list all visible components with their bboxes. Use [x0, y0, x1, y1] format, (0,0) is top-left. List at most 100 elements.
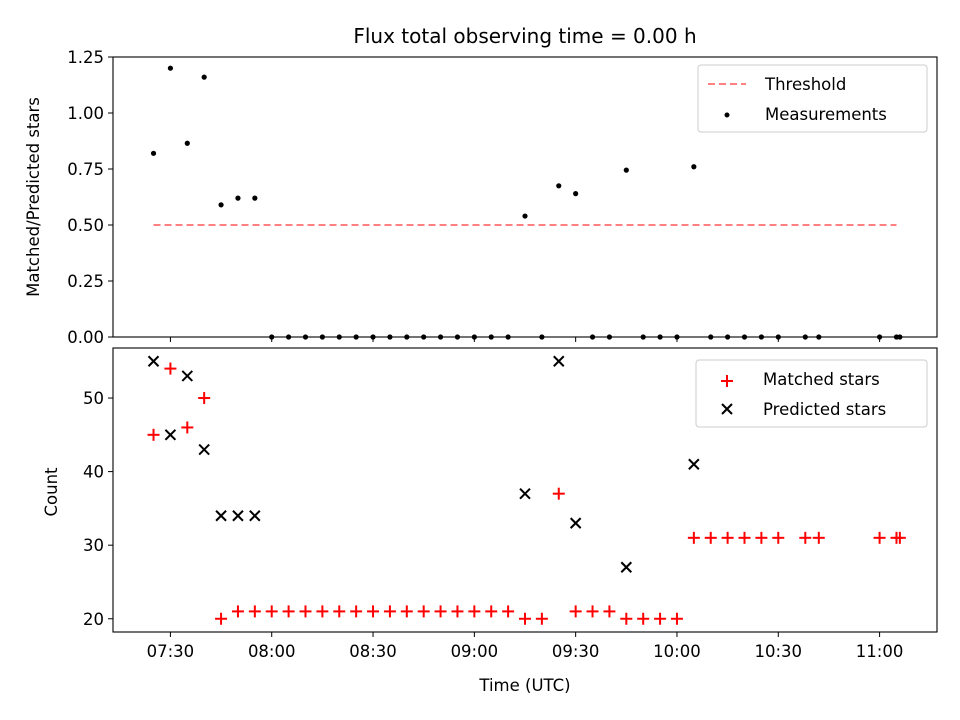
bottom-x-tick-label: 09:00: [451, 642, 499, 661]
bottom-x-tick-label: 10:30: [754, 642, 802, 661]
matched-star-point: [198, 392, 211, 405]
matched-stars-points: [147, 362, 906, 625]
matched-star-point: [417, 605, 430, 618]
matched-star-point: [738, 531, 751, 544]
matched-star-point: [282, 605, 295, 618]
matched-star-point: [316, 605, 329, 618]
bottom-x-axis-label: Time (UTC): [478, 676, 570, 695]
bottom-x-tick-label: 10:00: [653, 642, 701, 661]
top-y-tick-label: 0.75: [67, 160, 104, 179]
matched-star-point: [603, 605, 616, 618]
matched-star-point: [552, 487, 565, 500]
matched-star-point: [654, 612, 667, 625]
matched-star-point: [502, 605, 515, 618]
predicted-star-point: [181, 370, 194, 382]
top-chart-title: Flux total observing time = 0.00 h: [353, 24, 696, 48]
legend-measurements-label: Measurements: [765, 105, 887, 124]
measurement-point: [252, 195, 258, 201]
predicted-star-point: [215, 510, 227, 522]
matched-star-point: [799, 531, 812, 544]
matched-star-point: [873, 531, 886, 544]
bottom-legend: Matched stars Predicted stars: [695, 359, 928, 428]
predicted-star-point: [232, 510, 244, 522]
measurement-point: [150, 150, 157, 156]
matched-star-point: [755, 531, 768, 544]
matched-star-point: [704, 531, 717, 544]
predicted-star-point: [553, 355, 565, 367]
top-legend-box: [697, 64, 928, 133]
top-y-tick-label: 0.50: [67, 216, 104, 235]
legend-predicted-label: Predicted stars: [763, 400, 886, 419]
matched-star-point: [569, 605, 582, 618]
legend-matched-marker: [721, 375, 733, 387]
top-y-tick-label: 0.25: [67, 272, 104, 291]
predicted-star-point: [164, 429, 177, 441]
bottom-y-tick-label: 50: [83, 389, 104, 408]
predicted-star-point: [249, 510, 261, 522]
matched-star-point: [468, 605, 481, 618]
bottom-x-tick-label: 08:30: [349, 642, 397, 661]
matched-star-point: [519, 612, 531, 625]
measurement-point: [201, 74, 207, 80]
bottom-y-axis-label: Count: [42, 467, 61, 517]
measurement-point: [184, 140, 190, 146]
bottom-y-ticks: 20 30 40 50: [83, 389, 113, 629]
matched-star-point: [231, 605, 244, 618]
matched-star-point: [772, 531, 785, 544]
bottom-legend-box: [695, 359, 928, 428]
predicted-star-point: [519, 487, 531, 500]
bottom-plot-frame: [112, 347, 938, 633]
measurements-points: [150, 65, 903, 340]
matched-star-point: [812, 531, 825, 544]
matched-star-point: [333, 605, 346, 618]
top-y-tick-label: 1.00: [67, 104, 104, 123]
matched-star-point: [147, 428, 160, 441]
matched-star-point: [367, 605, 380, 618]
top-plot-frame: [112, 56, 938, 338]
measurement-point: [167, 65, 174, 71]
matched-star-point: [451, 605, 464, 618]
matched-star-point: [620, 612, 633, 625]
predicted-star-point: [688, 458, 700, 470]
matched-star-point: [248, 605, 261, 618]
matched-star-point: [535, 612, 548, 625]
matched-star-point: [350, 605, 363, 618]
matched-star-point: [687, 531, 700, 544]
predicted-star-point: [569, 517, 582, 529]
measurement-point: [691, 164, 697, 170]
bottom-x-ticks: 07:30 08:00 08:30 09:00 09:30 10:00 10:30 11:00: [147, 632, 903, 661]
top-y-axis-label: Matched/Predicted stars: [24, 97, 43, 297]
top-y-ticks: 0.00 0.25 0.50 0.75 1.00 1.25: [67, 48, 113, 347]
bottom-x-tick-label: 07:30: [147, 642, 195, 661]
legend-matched-label: Matched stars: [763, 370, 880, 389]
bottom-y-tick-label: 40: [83, 463, 104, 482]
top-panel: Flux total observing time = 0.00 h Match…: [24, 24, 938, 347]
matched-star-point: [485, 605, 498, 618]
measurement-point: [522, 213, 528, 219]
matched-star-point: [299, 605, 312, 618]
predicted-star-point: [147, 355, 160, 367]
matched-star-point: [164, 362, 177, 375]
matched-star-point: [400, 605, 413, 618]
predicted-star-point: [620, 561, 633, 573]
matched-star-point: [586, 605, 599, 618]
bottom-x-tick-label: 09:30: [552, 642, 600, 661]
matched-star-point: [265, 605, 278, 618]
legend-threshold-label: Threshold: [764, 75, 846, 94]
bottom-panel: Count Time (UTC) 20 30 40 50 07:30 08:00 08:3…: [42, 347, 938, 695]
measurement-point: [556, 183, 562, 189]
matched-star-point: [670, 612, 683, 625]
matched-star-point: [434, 605, 447, 618]
bottom-y-tick-label: 30: [83, 536, 104, 555]
legend-measurements-marker: [724, 112, 730, 118]
measurement-point: [235, 195, 241, 201]
matched-star-point: [893, 531, 906, 544]
matched-star-point: [721, 531, 734, 544]
predicted-star-point: [198, 443, 210, 456]
matched-star-point: [637, 612, 650, 625]
matched-star-point: [383, 605, 396, 618]
matched-star-point: [215, 612, 228, 625]
matched-star-point: [181, 421, 194, 434]
top-y-tick-label: 0.00: [67, 328, 104, 347]
